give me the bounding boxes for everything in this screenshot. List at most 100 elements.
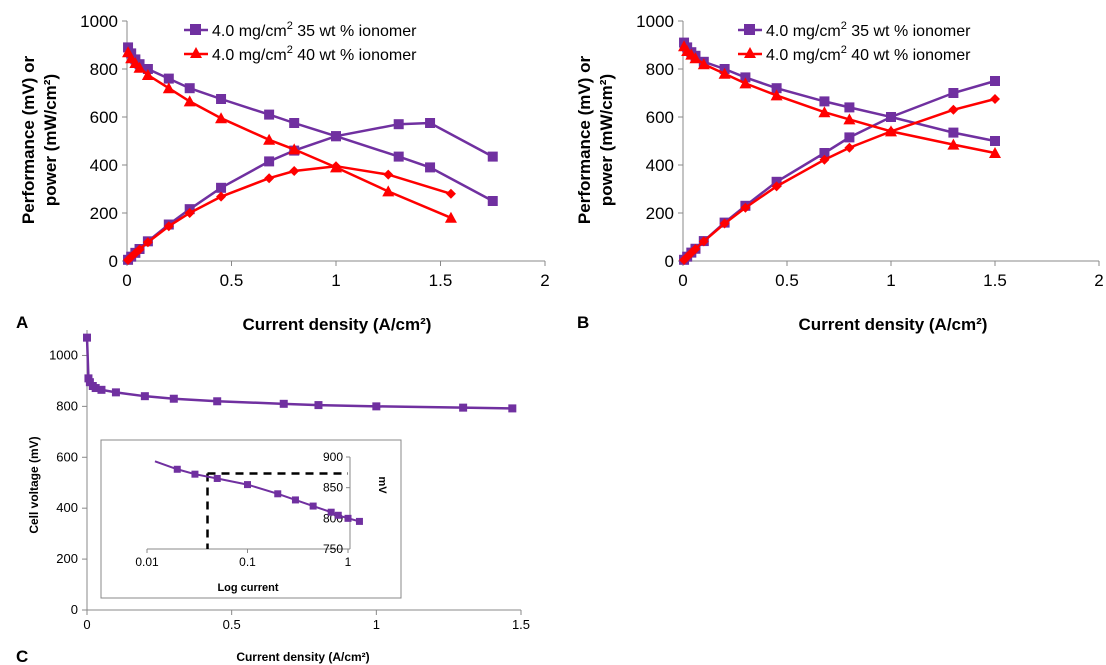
chart-b-x-tick-label: 0 [678, 271, 687, 290]
chart-a-xlabel: Current density (A/cm²) [243, 315, 432, 334]
chart-b-series-2-point [718, 67, 731, 79]
inset-y-tick-label: 900 [323, 450, 343, 464]
chart-c-series-0-point [83, 333, 91, 342]
chart-a-y-tick-label: 1000 [80, 12, 118, 31]
chart-c-x-tick-label: 0 [83, 617, 90, 632]
chart-b-series-0-point [990, 136, 1000, 146]
chart-b-series-0-point [819, 96, 830, 107]
chart-b-series-3-point [771, 181, 782, 192]
chart-a-x-tick-label: 1 [331, 271, 340, 290]
chart-a-series-3-point [216, 191, 227, 202]
chart-b-series-1-point [886, 112, 896, 122]
chart-a-series-2-point [382, 185, 395, 197]
chart-b-series-0-point [844, 102, 855, 113]
chart-c-series-0-point [91, 384, 100, 393]
chart-c-x-tick-label: 0.5 [223, 617, 241, 632]
chart-c-xlabel: Current density (A/cm²) [236, 650, 369, 664]
chart-c-y-tick-label: 200 [56, 551, 78, 566]
inset-x-tick-label: 0.1 [239, 555, 256, 569]
chart-a-series-0-line [126, 46, 494, 203]
chart-b-y-tick-label: 600 [646, 108, 674, 127]
chart-c-y-tick-label: 1000 [49, 347, 78, 362]
chart-b-series-2-point [947, 138, 960, 150]
inset-x-tick-label: 1 [345, 555, 352, 569]
chart-b-y-tick-label: 0 [665, 252, 674, 271]
chart-a-ylabel-line1: Performance (mV) or [19, 56, 38, 225]
chart-a-series-0-point [393, 151, 404, 162]
chart-a-y-tick-label: 400 [90, 156, 118, 175]
inset-series-point [309, 502, 317, 510]
chart-c-series-0-point [213, 397, 222, 406]
chart-b-y-tick-label: 200 [646, 204, 674, 223]
chart-b-y-tick-label: 400 [646, 156, 674, 175]
chart-b-series-0-point [948, 127, 959, 138]
chart-a-series-0-point [163, 73, 174, 84]
chart-b-series-2-point [818, 106, 831, 118]
chart-c-y-tick-label: 0 [71, 602, 78, 617]
chart-c-series-0-point [314, 401, 323, 410]
chart-b-series-3-point [719, 218, 730, 229]
chart-c-series-0-point [169, 394, 178, 403]
chart-a-series-3-point [289, 166, 300, 176]
chart-a-x-tick-label: 0 [122, 271, 131, 290]
inset-series-point [173, 465, 181, 473]
chart-b-series-1-point [844, 132, 855, 143]
chart-a-series-2-point [162, 82, 175, 94]
chart-b-legend-label-40: 4.0 mg/cm2 40 wt % ionomer [766, 44, 971, 64]
chart-a-series-2-point [183, 95, 196, 107]
inset-y-tick-label: 750 [323, 542, 343, 556]
chart-b-legend-marker-35 [744, 24, 755, 35]
chart-c-series-0-point [508, 404, 517, 413]
chart-a-series-2-line [126, 51, 452, 219]
chart-a-series-2-point [215, 112, 228, 124]
chart-b-series-1-line [683, 79, 996, 261]
chart-a-series-0-point [184, 83, 195, 94]
chart-b-series-2-point [697, 58, 710, 70]
chart-b-legend-marker-40 [744, 47, 756, 58]
chart-b-legend: 4.0 mg/cm2 35 wt % ionomer 4.0 mg/cm2 40… [738, 20, 971, 64]
chart-c-x-tick-label: 1.5 [512, 617, 530, 632]
chart-b-series-2-point [689, 52, 702, 64]
chart-a-series-0-point [487, 196, 498, 206]
chart-a-series-2-point [263, 133, 276, 145]
chart-a-series-3-point [126, 251, 137, 262]
chart-a-series-0-point [425, 162, 436, 173]
chart-a-series-3-point [184, 208, 195, 218]
chart-a-y-tick-label: 800 [90, 60, 118, 79]
chart-a-series-2-point [133, 61, 146, 73]
inset-x-tick-label: 0.01 [135, 555, 159, 569]
chart-a-legend-marker-40 [190, 47, 202, 58]
chart-b-series-3-point [682, 251, 693, 262]
chart-c-series-0-line [85, 337, 513, 410]
chart-a-series-1-point [393, 119, 404, 130]
inset-y-tick-label: 850 [323, 481, 343, 495]
inset-series-point [213, 474, 221, 482]
chart-b-y-tick-label: 800 [646, 60, 674, 79]
chart-b-x-tick-label: 1.5 [983, 271, 1007, 290]
chart-b-series-2-point [989, 147, 1001, 158]
panel-label-c: C [16, 647, 28, 665]
chart-a-y-tick-label: 0 [109, 252, 118, 271]
chart-b-xlabel: Current density (A/cm²) [799, 315, 988, 334]
chart-b-series-3-line [683, 97, 996, 261]
chart-c-series-0-point [111, 388, 120, 397]
inset-series-point [244, 481, 251, 489]
inset-xlabel: Log current [217, 582, 278, 594]
chart-c-y-tick-label: 800 [56, 398, 78, 413]
chart-a-series-0-point [216, 94, 227, 104]
chart-a-series-3-point [445, 188, 456, 199]
chart-b-series-0-point [771, 83, 782, 94]
chart-a-series-2-point [444, 211, 457, 223]
chart-a-y-tick-label: 600 [90, 108, 118, 127]
chart-a-series-1-point [487, 151, 498, 162]
inset-series-point [344, 514, 352, 522]
chart-c-ylabel: Cell voltage (mV) [27, 436, 41, 533]
chart-a-x-tick-label: 0.5 [220, 271, 244, 290]
chart-c-y-tick-label: 600 [56, 449, 78, 464]
chart-a-series-1-point [264, 156, 275, 167]
chart-b-y-tick-label: 1000 [636, 12, 674, 31]
panel-label-a: A [16, 313, 28, 332]
chart-a-x-tick-label: 2 [540, 271, 549, 290]
chart-a-y-tick-label: 200 [90, 204, 118, 223]
